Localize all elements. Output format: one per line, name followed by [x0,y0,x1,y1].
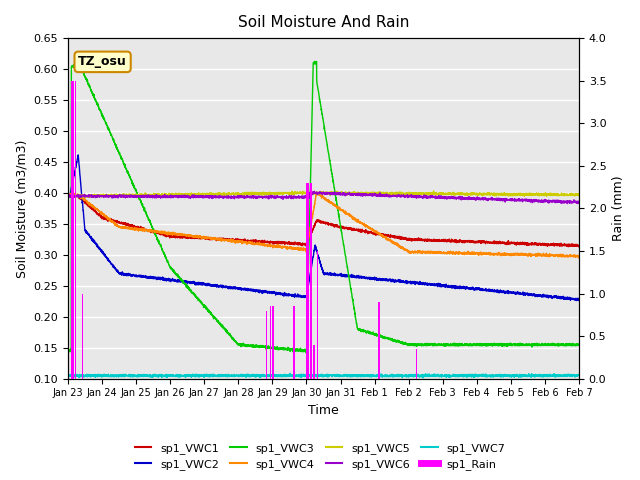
Title: Soil Moisture And Rain: Soil Moisture And Rain [238,15,409,30]
Legend: sp1_VWC1, sp1_VWC2, sp1_VWC3, sp1_VWC4, sp1_VWC5, sp1_VWC6, sp1_VWC7, sp1_Rain: sp1_VWC1, sp1_VWC2, sp1_VWC3, sp1_VWC4, … [130,438,510,474]
Text: TZ_osu: TZ_osu [78,55,127,68]
Y-axis label: Soil Moisture (m3/m3): Soil Moisture (m3/m3) [15,139,28,277]
X-axis label: Time: Time [308,404,339,417]
Y-axis label: Rain (mm): Rain (mm) [612,176,625,241]
